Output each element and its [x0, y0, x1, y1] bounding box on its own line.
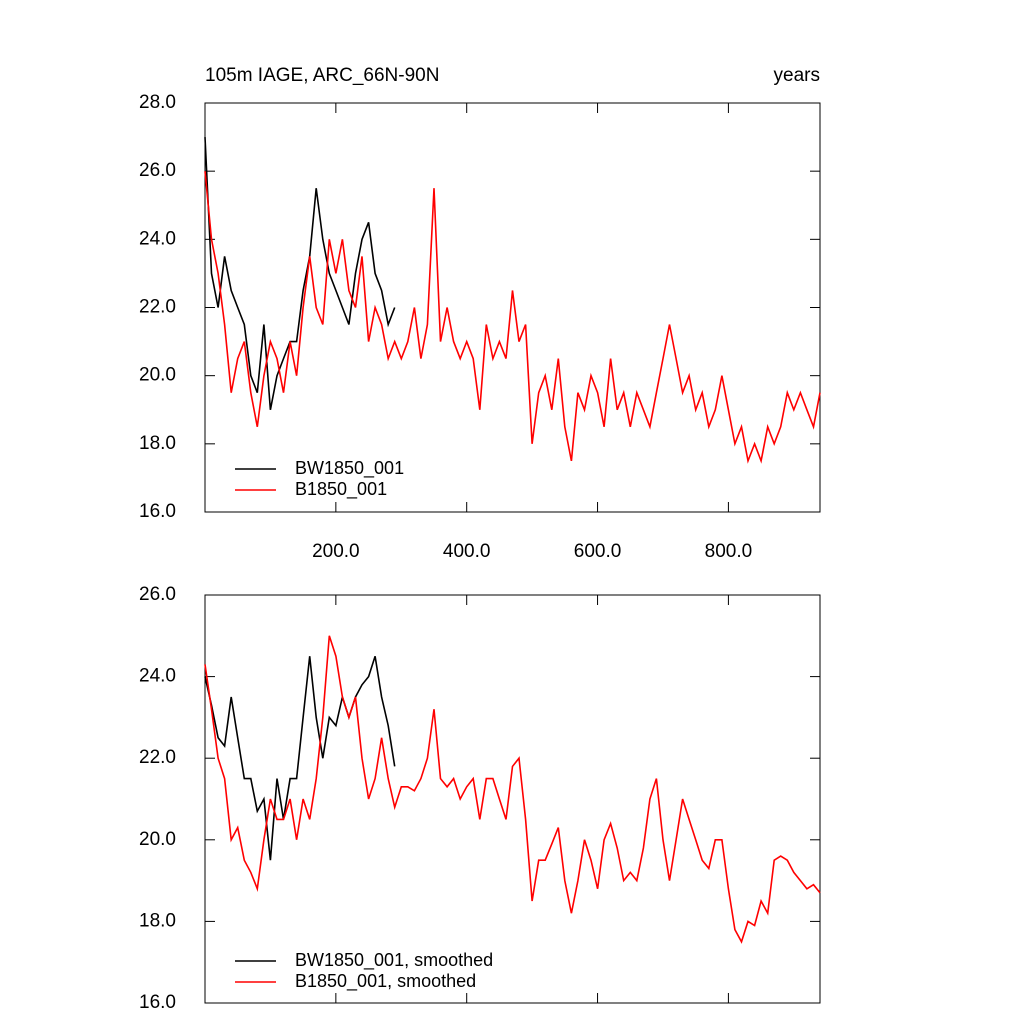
legend-label: B1850_001, smoothed: [295, 971, 476, 992]
line-series: [204, 171, 821, 464]
line-series: [204, 635, 821, 944]
line-series: [204, 137, 396, 410]
y-tick-label: 22.0: [139, 747, 176, 768]
y-tick-label: 16.0: [139, 501, 176, 522]
y-tick-label: 24.0: [139, 666, 176, 687]
plot-frame: [204, 594, 821, 1004]
y-tick-label: 18.0: [139, 433, 176, 454]
legend-label: B1850_001: [295, 479, 387, 500]
chart-subtitle: years: [774, 65, 820, 86]
y-tick-label: 18.0: [139, 910, 176, 931]
y-tick-label: 24.0: [139, 228, 176, 249]
y-tick-label: 16.0: [139, 992, 176, 1013]
y-tick-label: 20.0: [139, 829, 176, 850]
line-series: [204, 655, 396, 861]
x-tick-label: 800.0: [705, 541, 753, 562]
y-tick-label: 26.0: [139, 584, 176, 605]
legend-label: BW1850_001: [295, 458, 404, 479]
y-tick-label: 26.0: [139, 160, 176, 181]
legend-label: BW1850_001, smoothed: [295, 950, 493, 971]
y-tick-label: 20.0: [139, 365, 176, 386]
y-tick-label: 28.0: [139, 92, 176, 113]
x-tick-label: 400.0: [443, 541, 491, 562]
y-tick-label: 22.0: [139, 297, 176, 318]
x-tick-label: 600.0: [574, 541, 622, 562]
chart-title: 105m IAGE, ARC_66N-90N: [205, 65, 439, 86]
x-tick-label: 200.0: [312, 541, 360, 562]
